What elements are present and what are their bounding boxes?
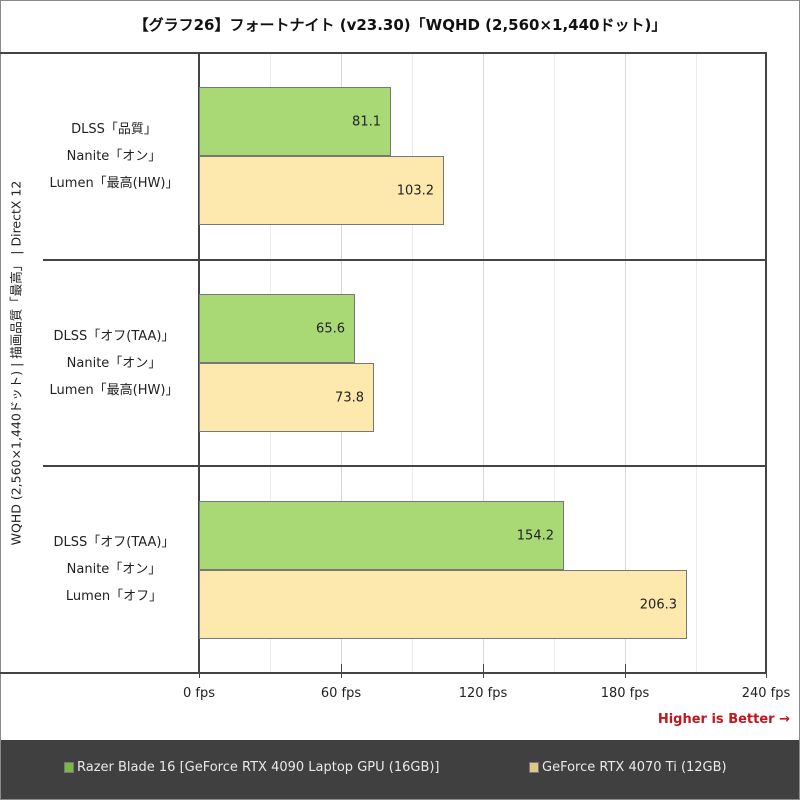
chart-title: 【グラフ26】フォートナイト (v23.30)「WQHD (2,560×1,44… xyxy=(133,16,667,34)
plot-top-border xyxy=(0,52,767,54)
x-tick-label: 60 fps xyxy=(320,686,362,701)
category-label: DLSS「品質」 Nanite「オン」 Lumen「最高(HW)」 xyxy=(30,54,198,259)
bar-value: 65.6 xyxy=(316,321,345,336)
category-line: Nanite「オン」 xyxy=(66,356,162,371)
higher-is-better-note: Higher is Better → xyxy=(657,712,790,727)
category-line: Lumen「最高(HW)」 xyxy=(49,383,179,398)
legend-swatch-green xyxy=(64,762,74,773)
group-divider xyxy=(43,259,767,261)
bar-value: 81.1 xyxy=(352,114,381,129)
category-line: Nanite「オン」 xyxy=(66,149,162,164)
category-line: Lumen「オフ」 xyxy=(65,589,163,604)
category-line: Nanite「オン」 xyxy=(66,562,162,577)
bar-value: 154.2 xyxy=(516,528,554,543)
bar-rtx4090-laptop: 65.6 xyxy=(199,294,355,363)
gridline xyxy=(554,54,555,673)
x-tick-label: 180 fps xyxy=(600,686,650,701)
bar-value: 206.3 xyxy=(639,597,677,612)
x-tick xyxy=(341,664,342,678)
category-label: DLSS「オフ(TAA)」 Nanite「オン」 Lumen「最高(HW)」 xyxy=(30,261,198,466)
bar-rtx4070ti: 206.3 xyxy=(199,570,687,639)
gridline xyxy=(696,54,697,673)
legend: Razer Blade 16 [GeForce RTX 4090 Laptop … xyxy=(1,740,799,799)
legend-label: Razer Blade 16 [GeForce RTX 4090 Laptop … xyxy=(77,760,440,775)
category-line: DLSS「オフ(TAA)」 xyxy=(53,535,175,550)
category-line: DLSS「オフ(TAA)」 xyxy=(53,329,175,344)
x-axis-line xyxy=(0,672,767,674)
x-tick-label: 240 fps xyxy=(741,686,791,701)
legend-label: GeForce RTX 4070 Ti (12GB) xyxy=(542,760,727,775)
bar-value: 73.8 xyxy=(335,390,364,405)
x-tick-label: 120 fps xyxy=(458,686,508,701)
category-label: DLSS「オフ(TAA)」 Nanite「オン」 Lumen「オフ」 xyxy=(30,467,198,672)
legend-item-rtx4070ti: GeForce RTX 4070 Ti (12GB) xyxy=(529,760,727,775)
category-line: DLSS「品質」 xyxy=(71,122,157,137)
x-tick xyxy=(625,664,626,678)
x-tick-label: 0 fps xyxy=(182,686,216,701)
category-line: Lumen「最高(HW)」 xyxy=(49,176,179,191)
bar-rtx4090-laptop: 81.1 xyxy=(199,87,391,156)
gridline xyxy=(625,54,626,673)
plot-right-border xyxy=(765,52,767,674)
bar-rtx4070ti: 103.2 xyxy=(199,156,444,225)
y-axis-label-area: WQHD (2,560×1,440ドット) | 描画品質「最高」 | Direc… xyxy=(0,54,30,673)
bar-rtx4090-laptop: 154.2 xyxy=(199,501,564,570)
group-divider xyxy=(43,465,767,467)
y-axis-label: WQHD (2,560×1,440ドット) | 描画品質「最高」 | Direc… xyxy=(8,180,24,546)
x-tick xyxy=(199,664,200,678)
x-tick xyxy=(766,664,767,678)
bar-value: 103.2 xyxy=(396,183,434,198)
x-tick xyxy=(483,664,484,678)
gridline xyxy=(483,54,484,673)
gridline xyxy=(412,54,413,673)
legend-item-rtx4090-laptop: Razer Blade 16 [GeForce RTX 4090 Laptop … xyxy=(64,760,440,775)
legend-swatch-yellow xyxy=(529,762,539,773)
bar-rtx4070ti: 73.8 xyxy=(199,363,374,432)
